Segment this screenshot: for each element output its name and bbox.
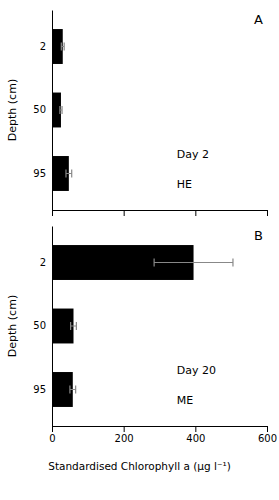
error-bar xyxy=(61,43,64,51)
x-axis xyxy=(53,210,268,216)
y-tick: 2 xyxy=(40,257,46,268)
y-tick: 95 xyxy=(33,168,46,179)
tick-mark xyxy=(52,426,53,432)
chart: 2 50 95 Depth (cm) A Day 2 HE 0 200 400 600 2 50 95 De… xyxy=(0,0,279,500)
x-axis: 0 200 400 600 xyxy=(49,426,277,444)
tick-mark xyxy=(52,210,53,216)
tick-mark xyxy=(267,210,268,216)
y-axis: 2 50 95 xyxy=(33,11,52,211)
panel: 0 200 400 600 2 50 95 Depth (cm) B Day 20 ME xyxy=(6,227,277,445)
error-bar xyxy=(70,385,76,393)
y-tick: 50 xyxy=(33,320,46,331)
x-tick xyxy=(124,210,125,216)
x-tick: 600 xyxy=(258,426,277,444)
tick-label: 95 xyxy=(33,384,46,395)
x-tick xyxy=(195,210,196,216)
annotation: Day 2 xyxy=(177,148,209,161)
tick-label: 2 xyxy=(40,41,46,52)
marks xyxy=(52,29,72,191)
y-tick: 50 xyxy=(33,104,46,115)
error-bar xyxy=(66,169,72,177)
tick-mark xyxy=(195,210,196,216)
panel-label: A xyxy=(254,12,263,27)
y-tick: 2 xyxy=(40,41,46,52)
axis-line xyxy=(53,427,268,433)
tick-label: 50 xyxy=(33,104,46,115)
tick-mark xyxy=(124,210,125,216)
panel: 2 50 95 Depth (cm) A Day 2 HE xyxy=(6,11,268,217)
tick-mark xyxy=(267,426,268,432)
y-tick: 95 xyxy=(33,384,46,395)
axis-title: Standardised Chlorophyll a (μg l⁻¹) xyxy=(48,460,230,472)
annotation: HE xyxy=(177,178,192,191)
tick-mark xyxy=(124,426,125,432)
y-axis: 2 50 95 xyxy=(33,227,52,427)
x-tick xyxy=(52,210,53,216)
panel-label: B xyxy=(254,228,263,243)
x-tick: 200 xyxy=(115,426,134,444)
axis-title: Depth (cm) xyxy=(6,79,19,141)
x-tick xyxy=(267,210,268,216)
tick-label: 600 xyxy=(258,433,277,444)
error-bar xyxy=(154,259,233,267)
x-tick: 400 xyxy=(186,426,205,444)
tick-label: 400 xyxy=(186,433,205,444)
tick-label: 95 xyxy=(33,168,46,179)
tick-label: 2 xyxy=(40,257,46,268)
tick-label: 200 xyxy=(115,433,134,444)
error-bar xyxy=(60,106,62,114)
tick-label: 50 xyxy=(33,320,46,331)
error-bar xyxy=(71,322,77,330)
tick-mark xyxy=(195,426,196,432)
axis-line xyxy=(53,211,268,217)
axis-title: Depth (cm) xyxy=(6,295,19,357)
x-tick: 0 xyxy=(49,426,55,444)
annotation: Day 20 xyxy=(177,364,216,377)
tick-label: 0 xyxy=(49,433,55,444)
annotation: ME xyxy=(177,394,193,407)
marks xyxy=(52,245,233,407)
